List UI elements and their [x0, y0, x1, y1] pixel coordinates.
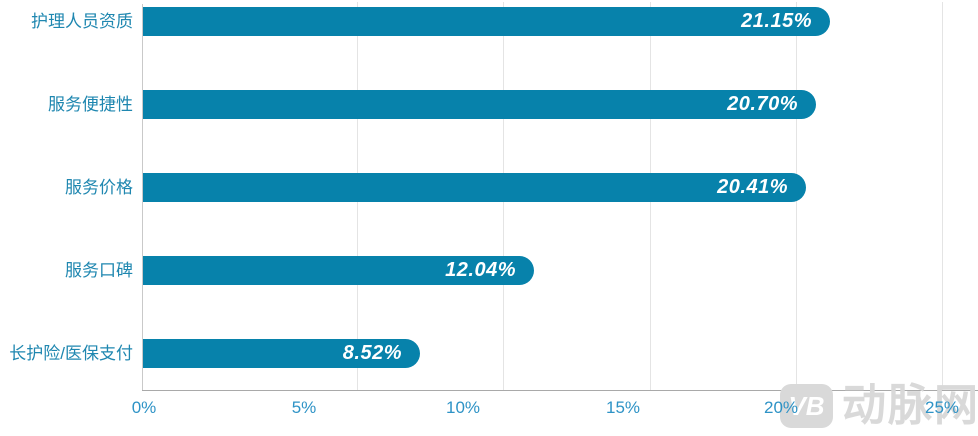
bar: 12.04%: [143, 256, 534, 285]
watermark-text: 动脉网: [842, 381, 978, 430]
x-tick-label: 0%: [131, 398, 157, 417]
bar: 20.41%: [143, 173, 806, 202]
bar-value-label: 12.04%: [445, 259, 516, 281]
category-label: 长护险/医保支付: [9, 344, 133, 363]
bar: 20.70%: [143, 90, 816, 119]
category-label: 服务价格: [65, 178, 133, 197]
gridline: [942, 2, 943, 390]
x-tick-label: 15%: [605, 398, 641, 417]
x-tick-label: 10%: [445, 398, 481, 417]
bar: 21.15%: [143, 7, 830, 36]
bar-value-label: 21.15%: [741, 10, 812, 32]
x-tick-label: 5%: [291, 398, 317, 417]
x-axis-line: [142, 390, 978, 391]
vcbeat-logo-icon: VB: [780, 384, 833, 428]
bar-value-label: 20.70%: [727, 93, 798, 115]
x-tick-label: 20%: [763, 398, 799, 417]
bar-value-label: 8.52%: [342, 342, 402, 364]
bar: 8.52%: [143, 339, 420, 368]
y-axis-line: [142, 4, 143, 390]
category-label: 服务口碑: [65, 261, 133, 280]
category-label: 服务便捷性: [48, 95, 133, 114]
x-tick-label: 25%: [924, 398, 960, 417]
watermark: VB 动脉网: [780, 383, 978, 429]
bar-value-label: 20.41%: [717, 176, 788, 198]
category-label: 护理人员资质: [31, 12, 133, 31]
